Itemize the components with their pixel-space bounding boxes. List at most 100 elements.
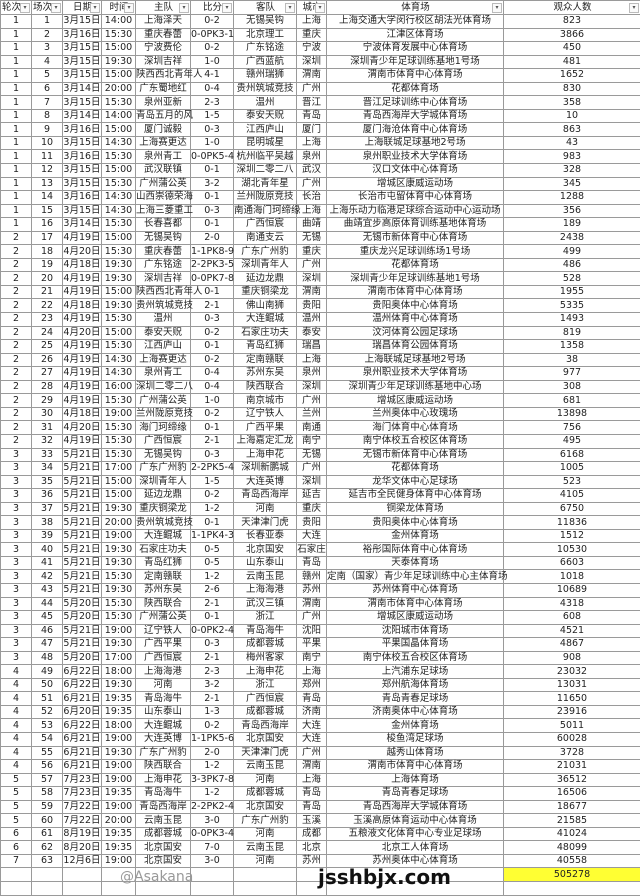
cell-city[interactable]: 上海	[297, 773, 327, 787]
cell-score[interactable]: 1-0	[191, 55, 234, 69]
cell-date[interactable]: 4月19日	[63, 394, 102, 408]
cell-score[interactable]: 0-2	[191, 719, 234, 733]
cell-round[interactable]: 4	[1, 746, 32, 760]
cell-time[interactable]: 19:00	[102, 732, 136, 746]
cell-match-no[interactable]: 21	[32, 285, 63, 299]
cell-stadium[interactable]: 沈阳城市体育场	[327, 624, 504, 638]
empty-cell[interactable]	[32, 882, 63, 896]
cell-home-team[interactable]: 长春喜都	[136, 218, 191, 232]
cell-round[interactable]: 2	[1, 326, 32, 340]
cell-match-no[interactable]: 10	[32, 136, 63, 150]
cell-away-team[interactable]: 成都蓉城	[234, 638, 297, 652]
cell-round[interactable]: 3	[1, 543, 32, 557]
cell-home-team[interactable]: 广西恒宸	[136, 434, 191, 448]
filter-dropdown-icon[interactable]: ▾	[315, 3, 325, 13]
cell-time[interactable]: 15:00	[102, 123, 136, 137]
cell-round[interactable]: 2	[1, 272, 32, 286]
column-header-time[interactable]: 时间▾	[102, 1, 136, 15]
cell-time[interactable]: 15:00	[102, 42, 136, 56]
cell-date[interactable]: 6月21日	[63, 732, 102, 746]
cell-away-team[interactable]: 石家庄功夫	[234, 326, 297, 340]
cell-date[interactable]: 3月14日	[63, 218, 102, 232]
cell-match-no[interactable]: 34	[32, 462, 63, 476]
cell-round[interactable]: 3	[1, 556, 32, 570]
cell-date[interactable]: 5月21日	[63, 543, 102, 557]
cell-time[interactable]: 15:30	[102, 150, 136, 164]
cell-score[interactable]: 0-2	[191, 15, 234, 29]
cell-city[interactable]: 延吉	[297, 489, 327, 503]
cell-stadium[interactable]: 厦门海沧体育中心体育场	[327, 123, 504, 137]
empty-cell[interactable]	[327, 868, 504, 882]
cell-stadium[interactable]: 金州体育场	[327, 719, 504, 733]
cell-attendance[interactable]: 1005	[504, 462, 640, 476]
cell-attendance[interactable]: 4867	[504, 638, 640, 652]
cell-attendance[interactable]: 23916	[504, 705, 640, 719]
cell-stadium[interactable]: 无锡市新体育中心体育场	[327, 448, 504, 462]
cell-away-team[interactable]: 兰州陇原竞技	[234, 191, 297, 205]
cell-attendance[interactable]: 21585	[504, 814, 640, 828]
cell-round[interactable]: 2	[1, 394, 32, 408]
cell-away-team[interactable]: 上海嘉定汇龙	[234, 434, 297, 448]
cell-match-no[interactable]: 40	[32, 543, 63, 557]
cell-round[interactable]: 3	[1, 624, 32, 638]
column-header-date[interactable]: 日期▾	[63, 1, 102, 15]
cell-match-no[interactable]: 61	[32, 827, 63, 841]
cell-home-team[interactable]: 上海海港	[136, 665, 191, 679]
cell-time[interactable]: 15:30	[102, 313, 136, 327]
cell-round[interactable]: 3	[1, 651, 32, 665]
cell-home-team[interactable]: 广东广州豹	[136, 462, 191, 476]
cell-date[interactable]: 5月20日	[63, 651, 102, 665]
cell-stadium[interactable]: 龙华文体中心足球场	[327, 475, 504, 489]
cell-city[interactable]: 温州	[297, 313, 327, 327]
cell-date[interactable]: 4月19日	[63, 367, 102, 381]
cell-time[interactable]: 19:30	[102, 299, 136, 313]
cell-away-team[interactable]: 青岛西海岸	[234, 489, 297, 503]
cell-stadium[interactable]: 晋江足球训练中心体育场	[327, 96, 504, 110]
cell-score[interactable]: 0-5	[191, 543, 234, 557]
cell-stadium[interactable]: 青岛西海岸大学城体育场	[327, 109, 504, 123]
cell-city[interactable]: 广州	[297, 746, 327, 760]
cell-match-no[interactable]: 44	[32, 597, 63, 611]
cell-away-team[interactable]: 上海申花	[234, 448, 297, 462]
cell-date[interactable]: 3月15日	[63, 55, 102, 69]
cell-attendance[interactable]: 1358	[504, 340, 640, 354]
cell-stadium[interactable]: 延吉市全民健身体育中心体育场	[327, 489, 504, 503]
cell-home-team[interactable]: 上海赛更达	[136, 136, 191, 150]
cell-date[interactable]: 5月21日	[63, 624, 102, 638]
cell-home-team[interactable]: 上海三菱重工	[136, 204, 191, 218]
cell-round[interactable]: 3	[1, 638, 32, 652]
cell-round[interactable]: 2	[1, 434, 32, 448]
empty-cell[interactable]	[327, 882, 504, 896]
cell-score[interactable]: 0-1	[191, 516, 234, 530]
cell-round[interactable]: 1	[1, 177, 32, 191]
cell-attendance[interactable]: 3866	[504, 28, 640, 42]
cell-time[interactable]: 16:00	[102, 380, 136, 394]
column-header-city[interactable]: 城市▾	[297, 1, 327, 15]
cell-stadium[interactable]: 上海联城足球基地2号场	[327, 353, 504, 367]
cell-score[interactable]: 1-5	[191, 109, 234, 123]
cell-match-no[interactable]: 18	[32, 245, 63, 259]
cell-attendance[interactable]: 189	[504, 218, 640, 232]
cell-score[interactable]: 0-0PK2-4	[191, 624, 234, 638]
cell-date[interactable]: 5月21日	[63, 475, 102, 489]
cell-date[interactable]: 3月15日	[63, 136, 102, 150]
cell-round[interactable]: 2	[1, 299, 32, 313]
cell-date[interactable]: 6月21日	[63, 760, 102, 774]
cell-attendance[interactable]: 1512	[504, 529, 640, 543]
cell-stadium[interactable]: 平果国晶体育场	[327, 638, 504, 652]
cell-city[interactable]: 南宁	[297, 651, 327, 665]
cell-round[interactable]: 5	[1, 787, 32, 801]
cell-round[interactable]: 5	[1, 814, 32, 828]
cell-match-no[interactable]: 53	[32, 719, 63, 733]
cell-away-team[interactable]: 泰安天贶	[234, 109, 297, 123]
cell-score[interactable]: 0-4	[191, 82, 234, 96]
cell-date[interactable]: 12月6日	[63, 854, 102, 868]
cell-time[interactable]: 17:00	[102, 462, 136, 476]
cell-away-team[interactable]: 青岛西海岸	[234, 719, 297, 733]
cell-round[interactable]: 1	[1, 109, 32, 123]
cell-city[interactable]: 渭南	[297, 760, 327, 774]
cell-home-team[interactable]: 陕西西北青年人	[136, 285, 191, 299]
cell-stadium[interactable]: 增城区康威运动场	[327, 611, 504, 625]
cell-time[interactable]: 19:00	[102, 854, 136, 868]
cell-score[interactable]: 0-0PK5-4	[191, 150, 234, 164]
